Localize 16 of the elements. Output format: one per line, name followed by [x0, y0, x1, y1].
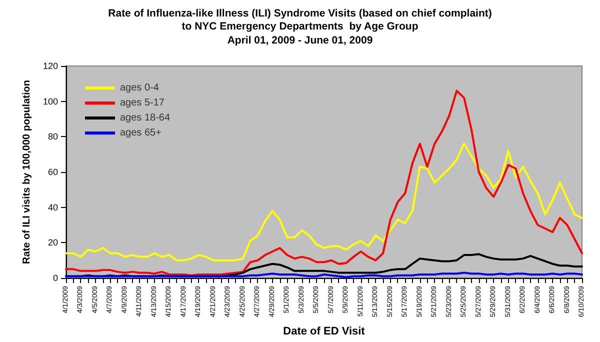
legend-label: ages 0-4	[120, 82, 160, 94]
y-tick-label: 120	[42, 61, 58, 71]
y-tick-label: 40	[48, 202, 58, 212]
legend-label: ages 65+	[120, 128, 162, 138]
y-tick-label: 20	[48, 238, 58, 248]
y-tick-label: 60	[48, 167, 58, 177]
y-tick-label: 80	[48, 132, 58, 142]
y-tick-label: 100	[42, 96, 58, 106]
legend-label: ages 18-64	[120, 112, 170, 124]
x-axis-title: Date of ED Visit	[283, 326, 366, 338]
y-axis-title: Rate of ILI visits by 100,000 population	[22, 80, 33, 264]
y-tick-label: 0	[52, 273, 58, 283]
chart-subtitle: April 01, 2009 - June 01, 2009	[227, 34, 373, 46]
legend-label: ages 5-17	[120, 98, 165, 108]
line-series	[65, 142, 583, 262]
chart-title: Rate of Influenza-like Illness (ILI) Syndrome Visits (based on chief complaint) to NYC Emergency Departments by Age Group	[108, 8, 492, 32]
